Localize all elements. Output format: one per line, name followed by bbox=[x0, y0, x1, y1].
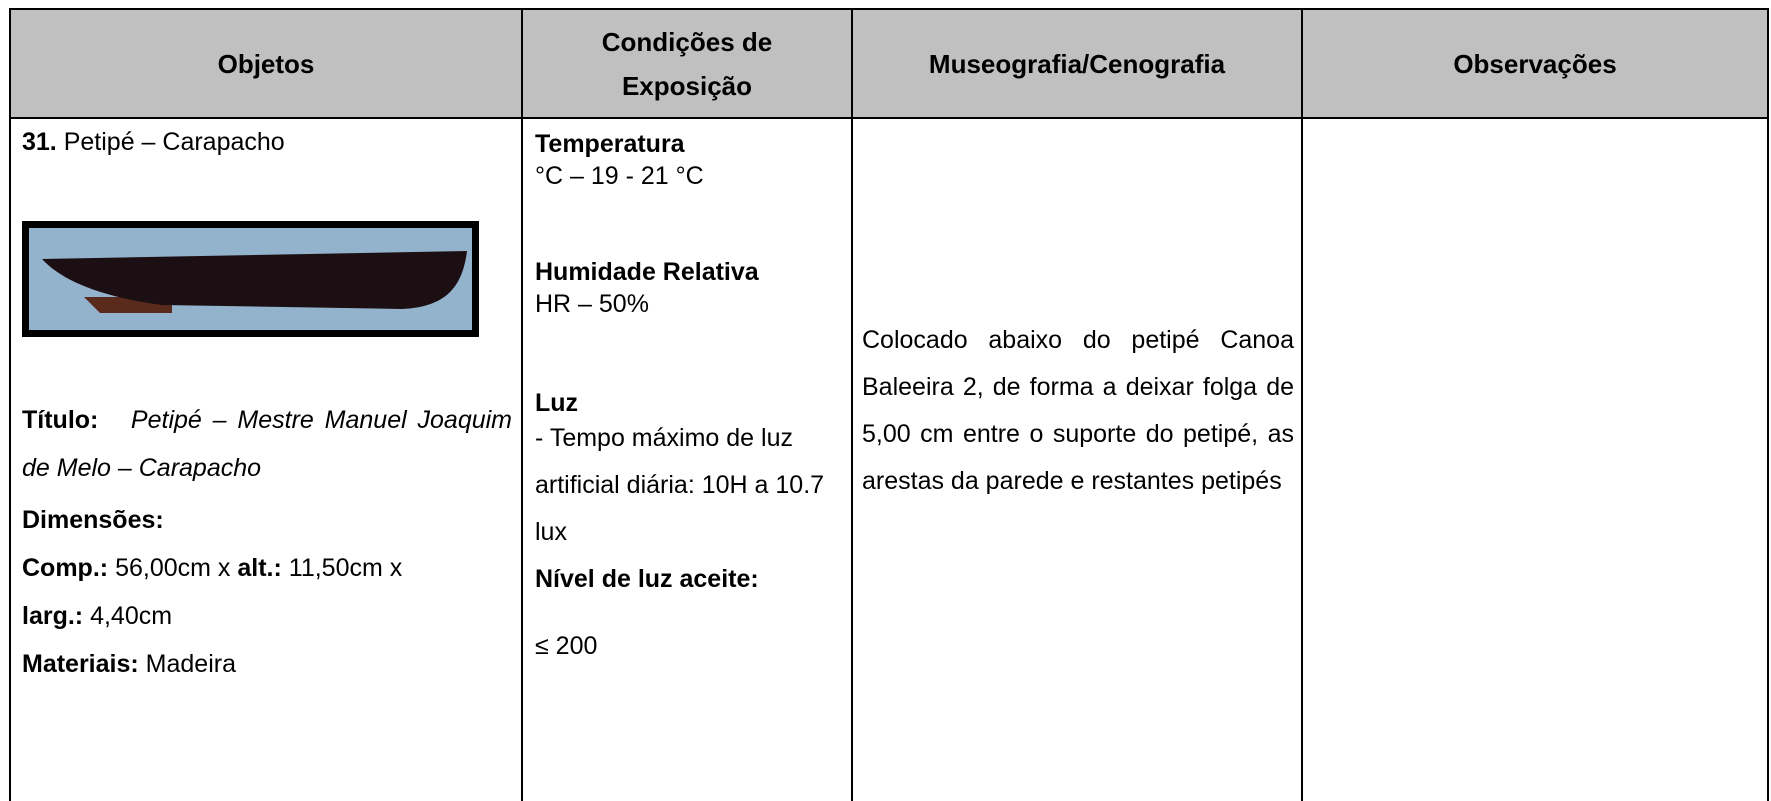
label: larg.: bbox=[22, 602, 84, 630]
header-background bbox=[10, 9, 1768, 118]
object-name: Petipé – Carapacho bbox=[63, 128, 285, 156]
label: Luz bbox=[535, 389, 579, 417]
label: Dimensões: bbox=[22, 506, 164, 534]
value: °C – 19 - 21 °C bbox=[535, 162, 704, 190]
border bbox=[9, 8, 1769, 10]
border bbox=[1301, 8, 1303, 801]
label: Materiais: bbox=[22, 650, 139, 678]
object-number: 31. bbox=[22, 128, 57, 156]
header-cell: Objetos bbox=[217, 48, 315, 79]
border bbox=[521, 8, 523, 801]
header-cell: Condições de Exposição bbox=[522, 9, 852, 118]
value: Petipé – Mestre Manuel Joaquim de Melo –… bbox=[22, 406, 513, 482]
header-cell: Museografia/Cenografia bbox=[928, 48, 1226, 79]
label: Temperatura bbox=[535, 130, 685, 158]
border bbox=[9, 117, 1769, 119]
object-title: Título: Petipé – Mestre Manuel Joaquim d… bbox=[22, 396, 512, 492]
value: Madeira bbox=[145, 650, 236, 678]
border bbox=[851, 8, 853, 801]
museography: Colocado abaixo do petipé Canoa Baleeira… bbox=[862, 326, 1294, 495]
label: Humidade Relativa bbox=[535, 258, 759, 286]
dimensions: larg.: 4,40cm bbox=[22, 592, 512, 640]
value: - Tempo máximo de luz artificial diária:… bbox=[535, 424, 825, 546]
border bbox=[1767, 8, 1769, 801]
value: 11,50cm x bbox=[288, 554, 403, 582]
header-text: Condições de Exposição bbox=[601, 26, 773, 101]
label: Comp.: bbox=[22, 554, 109, 582]
dimensions: Comp.: 56,00cm x alt.: 11,50cm x bbox=[22, 544, 512, 592]
header-cell: Observações bbox=[1453, 48, 1617, 79]
value: 56,00cm x bbox=[115, 554, 231, 582]
border bbox=[9, 8, 11, 801]
object-heading: 31. Petipé – Carapacho bbox=[22, 128, 285, 157]
label: Título: bbox=[22, 406, 99, 434]
object-details: Dimensões: Comp.: 56,00cm x alt.: 11,50c… bbox=[22, 496, 512, 688]
object-photo bbox=[22, 221, 479, 337]
label: Nível de luz aceite: bbox=[535, 565, 759, 593]
value: ≤ 200 bbox=[535, 632, 598, 660]
value: 4,40cm bbox=[90, 602, 173, 630]
label: alt.: bbox=[237, 554, 282, 582]
materials: Materiais: Madeira bbox=[22, 640, 512, 688]
value: HR – 50% bbox=[535, 290, 649, 318]
